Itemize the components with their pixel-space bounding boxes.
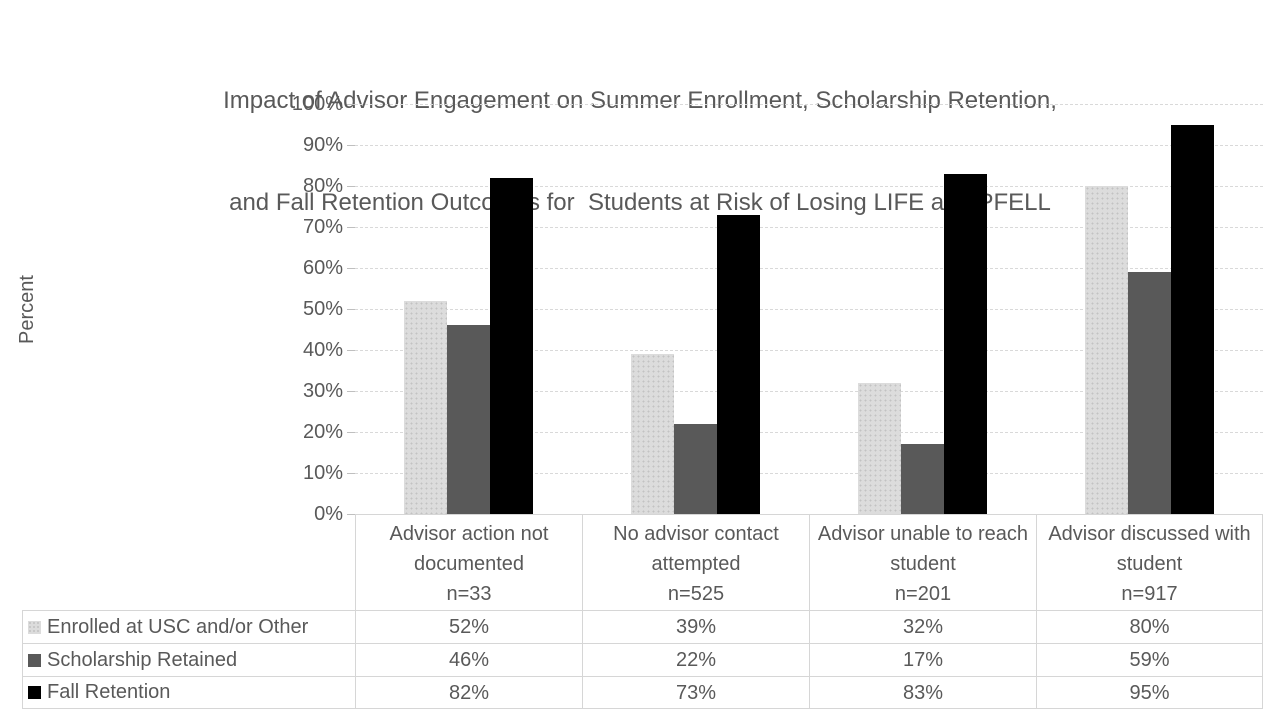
plot-area [355,104,1263,514]
value-cell: 80% [1036,610,1263,643]
category-name: Advisor action not documented [389,523,549,575]
value-cell: 82% [355,676,582,709]
y-tick-label-80%: 80% [302,175,343,197]
category-name: Advisor unable to reach student [817,523,1029,575]
y-tick-mark-60% [347,268,355,269]
chart-title-line-1: Impact of Advisor Engagement on Summer E… [223,87,1057,114]
legend-label: Scholarship Retained [47,648,238,671]
value-cell: 95% [1036,676,1263,709]
legend-swatch-fall-retention [28,686,41,699]
gridline-20% [355,432,1263,433]
bar-scholarship-retained-cat2 [674,424,717,514]
bar-fall-retention-cat2 [717,215,760,514]
category-n: n=917 [1121,583,1178,605]
y-tick-label-30%: 30% [302,380,343,402]
y-tick-mark-20% [347,432,355,433]
value-cell: 39% [582,610,809,643]
y-tick-label-10%: 10% [302,462,343,484]
y-tick-mark-70% [347,227,355,228]
y-tick-label-0%: 0% [314,503,343,525]
gridline-90% [355,145,1263,146]
chart-title-line-2: and Fall Retention Outcomes for Students… [229,189,1051,216]
y-tick-mark-40% [347,350,355,351]
gridline-70% [355,227,1263,228]
category-name: Advisor discussed with student [1048,523,1251,575]
y-tick-label-70%: 70% [302,216,343,238]
gridline-10% [355,473,1263,474]
bar-scholarship-retained-cat3 [901,444,944,514]
bar-scholarship-retained-cat1 [447,325,490,514]
value-cell: 83% [809,676,1036,709]
legend-swatch-scholarship-retained [28,653,41,667]
y-tick-label-90%: 90% [302,134,343,156]
y-axis-title: Percent [10,104,44,514]
y-tick-label-40%: 40% [302,339,343,361]
gridline-30% [355,391,1263,392]
y-tick-mark-100% [347,104,355,105]
y-tick-mark-10% [347,473,355,474]
category-header-cell: Advisor action not documented n=33 [355,514,582,610]
y-tick-label-20%: 20% [302,421,343,443]
y-tick-mark-50% [347,309,355,310]
bar-fall-retention-cat3 [944,174,987,514]
category-n: n=525 [667,583,725,605]
table-corner-blank [22,514,355,610]
chart-title: Impact of Advisor Engagement on Summer E… [0,16,1280,288]
y-axis-tick-labels: 0% 10% 20% 30% 40% 50% 60% 70% 80% 90% 100% [235,93,343,525]
value-cell: 52% [355,610,582,643]
gridline-40% [355,350,1263,351]
value-cell: 32% [809,610,1036,643]
category-n: n=33 [446,583,492,605]
y-tick-mark-30% [347,391,355,392]
legend-cell: Scholarship Retained [22,643,355,676]
category-header-cell: Advisor discussed with student n=917 [1036,514,1263,610]
y-tick-mark-80% [347,186,355,187]
value-cell: 17% [809,643,1036,676]
gridline-50% [355,309,1263,310]
y-tick-label-60%: 60% [302,257,343,279]
value-cell: 73% [582,676,809,709]
value-cell: 59% [1036,643,1263,676]
legend-swatch-enrolled-at-usc-and-or-other [28,620,41,634]
gridline-60% [355,268,1263,269]
bar-enrolled-at-usc-and-or-other-cat4 [1085,186,1128,514]
legend-label: Fall Retention [47,681,171,703]
bar-fall-retention-cat1 [490,178,533,514]
value-cell: 22% [582,643,809,676]
category-name: No advisor contact attempted [613,523,779,575]
category-header-cell: No advisor contact attempted n=525 [582,514,809,610]
category-header-cell: Advisor unable to reach student n=201 [809,514,1036,610]
y-tick-mark-0% [347,514,355,515]
gridline-100% [355,104,1263,105]
gridline-80% [355,186,1263,187]
bar-scholarship-retained-cat4 [1128,272,1171,514]
legend-cell: Enrolled at USC and/or Other [22,610,355,643]
bar-enrolled-at-usc-and-or-other-cat2 [631,354,674,514]
category-n: n=201 [894,583,952,605]
value-cell: 46% [355,643,582,676]
y-tick-label-50%: 50% [302,298,343,320]
bar-enrolled-at-usc-and-or-other-cat3 [858,383,901,514]
y-tick-mark-90% [347,145,355,146]
legend-label: Enrolled at USC and/or Other [47,615,309,638]
data-table-legend: Advisor action not documented n=33 No advi… [22,514,1263,709]
bar-enrolled-at-usc-and-or-other-cat1 [404,301,447,514]
y-tick-label-100%: 100% [291,93,343,115]
legend-cell: Fall Retention [22,676,355,709]
bar-fall-retention-cat4 [1171,125,1214,514]
y-axis-title-text: Percent [15,274,38,344]
